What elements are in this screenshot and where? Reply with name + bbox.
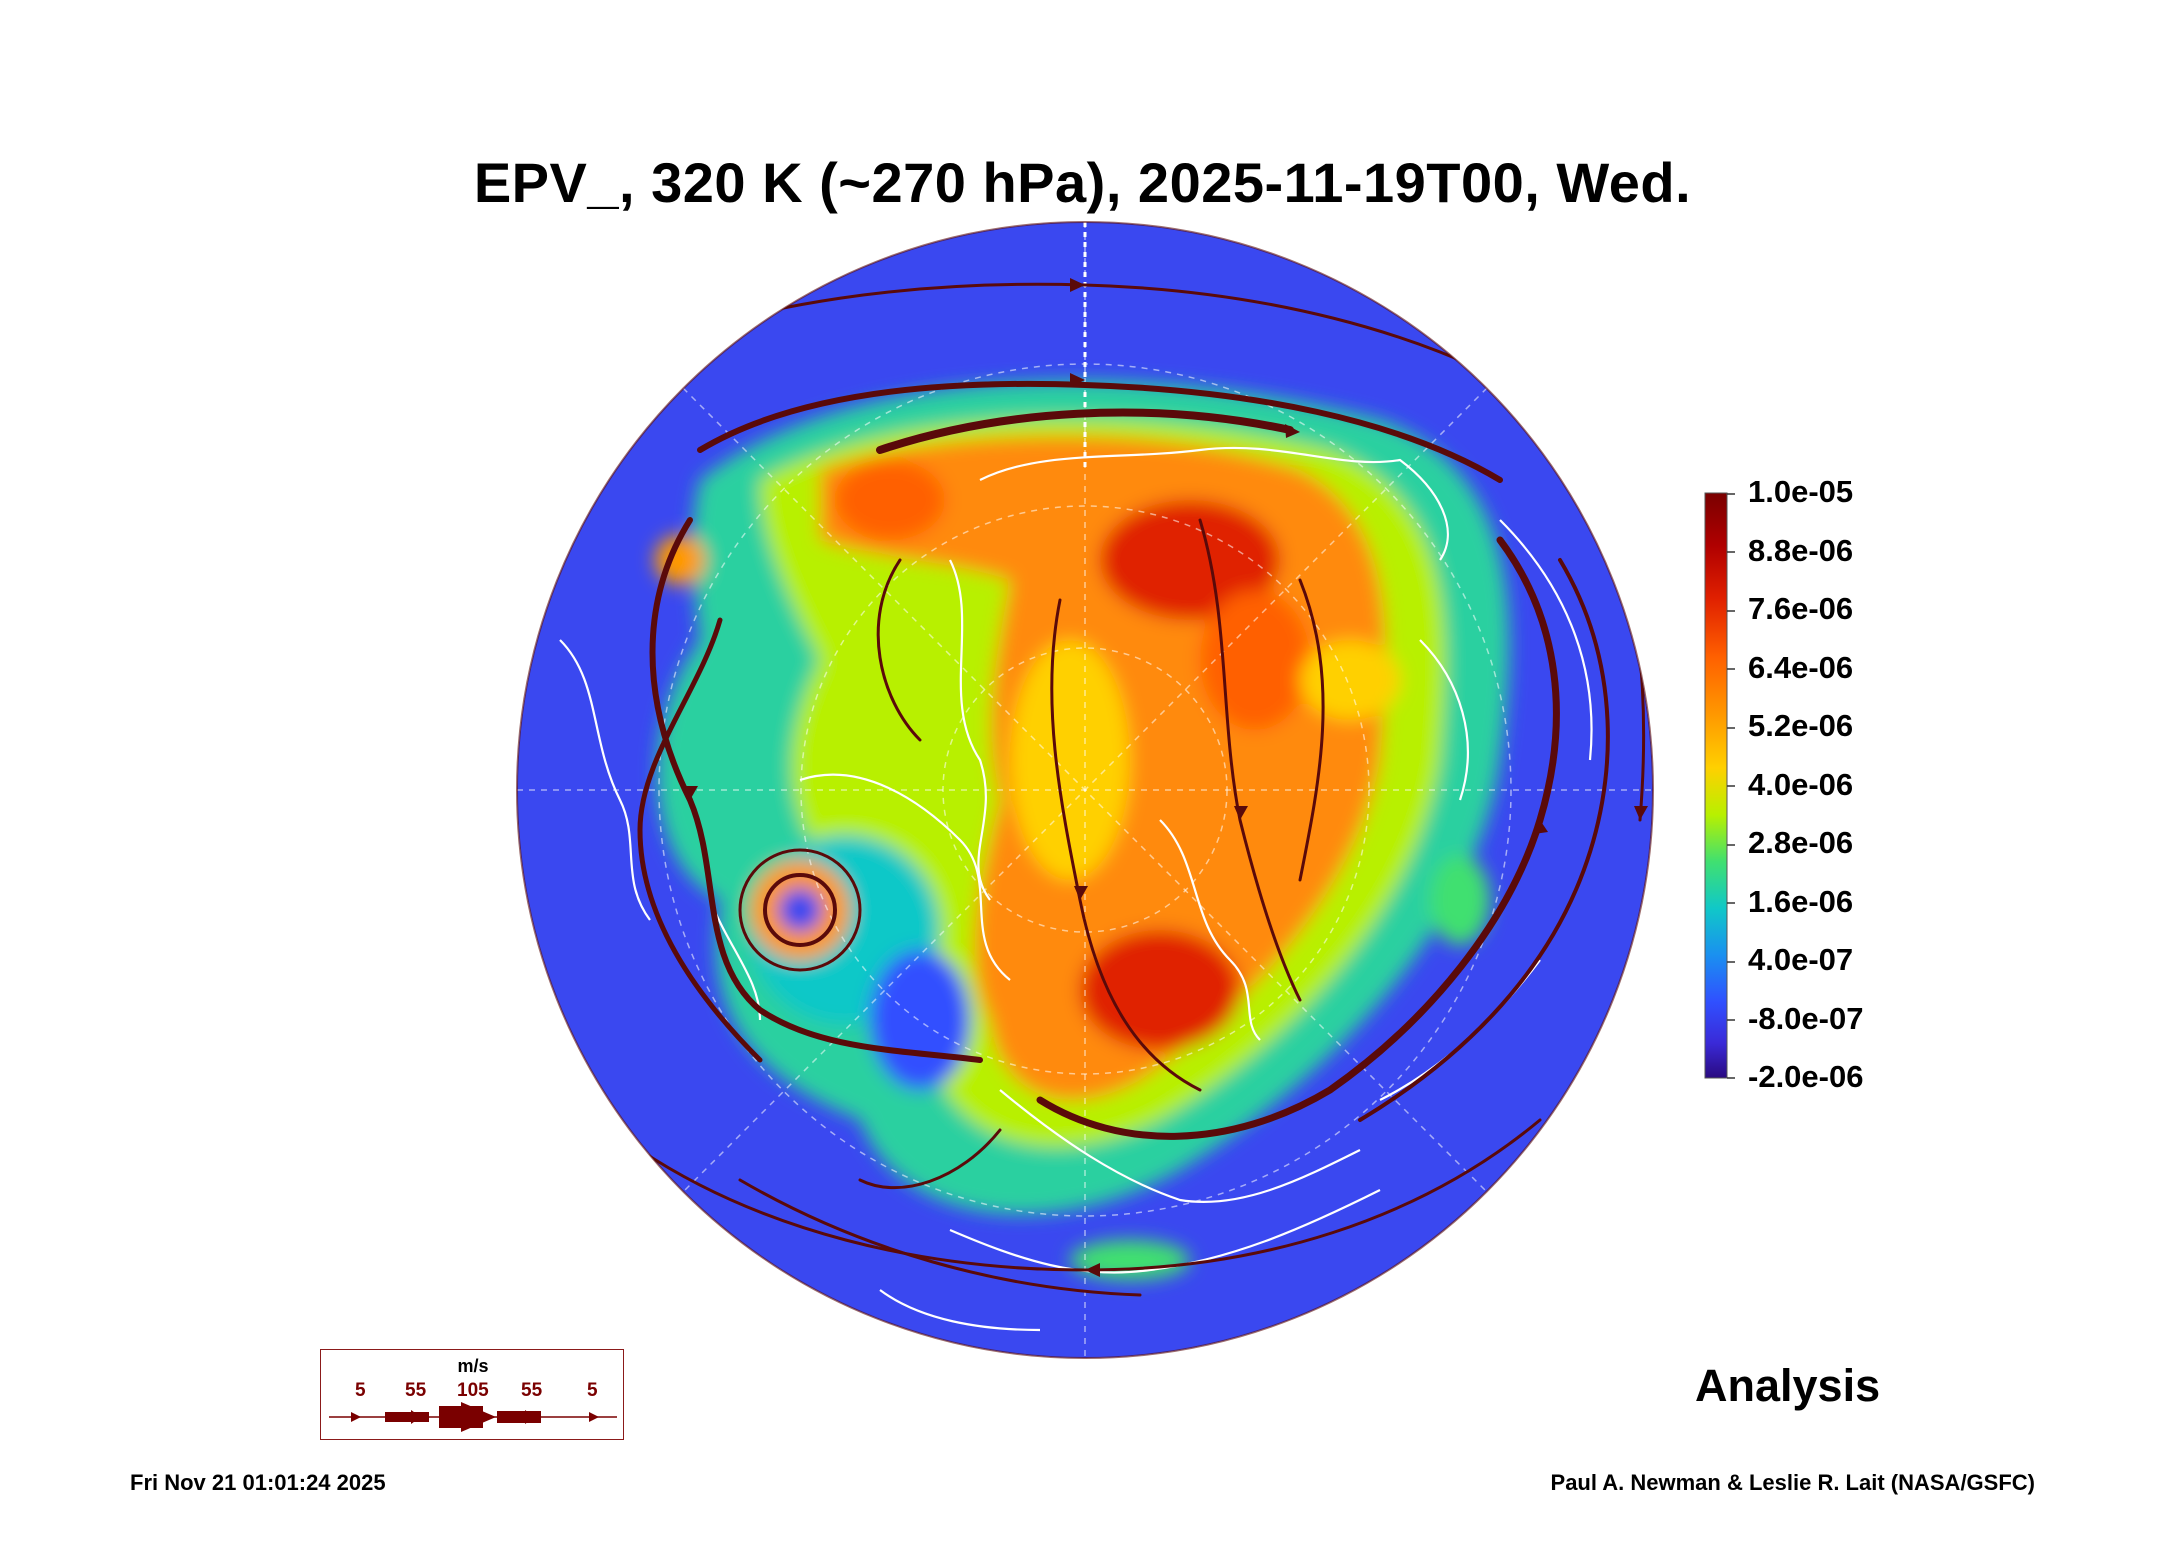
colorbar-label: 1.6e-06 <box>1748 884 1854 919</box>
colorbar-label: 6.4e-06 <box>1748 650 1854 685</box>
colorbar-label: 8.8e-06 <box>1748 533 1854 568</box>
footer-credit: Paul A. Newman & Leslie R. Lait (NASA/GS… <box>1550 1470 2035 1495</box>
colorbar <box>1704 492 1728 1079</box>
colorbar-ticks <box>1727 493 1735 1079</box>
streamline-arrows <box>684 278 1648 1277</box>
wind-legend-value: 55 <box>405 1380 427 1401</box>
wind-legend-value: 5 <box>587 1380 598 1401</box>
wind-speed-legend: m/s 5 55 105 55 5 <box>320 1349 624 1440</box>
colorbar-label: 1.0e-05 <box>1748 474 1854 509</box>
colorbar-label: 5.2e-06 <box>1748 708 1854 743</box>
analysis-label: Analysis <box>1695 1360 1881 1411</box>
wind-legend-arrows <box>329 1402 617 1432</box>
coastlines <box>559 446 1593 1332</box>
footer-timestamp: Fri Nov 21 01:01:24 2025 <box>130 1470 386 1495</box>
colorbar-label: 7.6e-06 <box>1748 591 1854 626</box>
colorbar-label: -8.0e-07 <box>1748 1001 1864 1036</box>
colorbar-label: 4.0e-06 <box>1748 767 1854 802</box>
colorbar-label: 2.8e-06 <box>1748 825 1854 860</box>
colorbar-label: -2.0e-06 <box>1748 1059 1864 1094</box>
epv-field <box>517 222 1653 1358</box>
wind-legend-value: 105 <box>457 1380 489 1401</box>
wind-legend-value: 5 <box>355 1380 366 1401</box>
wind-legend-value: 55 <box>521 1380 543 1401</box>
colorbar-label: 4.0e-07 <box>1748 942 1854 977</box>
map-title: EPV_, 320 K (~270 hPa), 2025-11-19T00, W… <box>473 151 1692 214</box>
streamlines <box>517 282 1646 1297</box>
wind-legend-unit: m/s <box>457 1356 489 1376</box>
